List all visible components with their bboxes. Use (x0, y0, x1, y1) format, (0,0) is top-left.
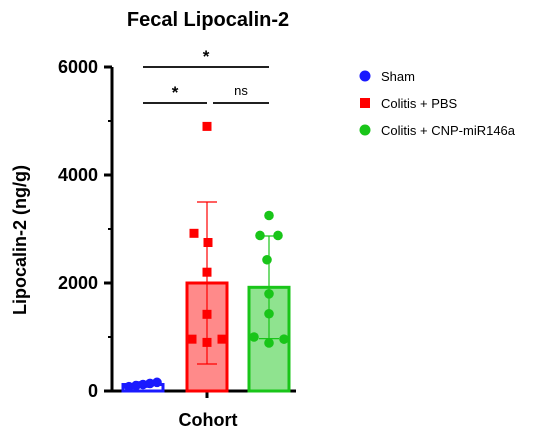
y-tick-label-3: 6000 (58, 57, 98, 77)
significance-label-2: * (203, 47, 210, 66)
data-point-2-7 (279, 334, 289, 344)
legend-label-2: Colitis + CNP-miR146a (381, 123, 516, 138)
data-point-2-4 (264, 289, 274, 299)
data-point-0-4 (152, 377, 162, 388)
data-point-1-1 (189, 228, 199, 238)
data-point-1-2 (203, 238, 213, 247)
legend: Sham Colitis + PBS Colitis + CNP-miR146a (359, 69, 516, 138)
data-point-1-4 (202, 309, 212, 319)
data-point-2-5 (264, 308, 274, 319)
y-tick-label-0: 0 (88, 381, 98, 401)
legend-marker-1 (360, 98, 370, 108)
y-tick-label-2: 4000 (58, 165, 98, 185)
data-point-1-6 (217, 334, 227, 344)
data-point-1-0 (202, 121, 212, 131)
data-point-1-3 (202, 267, 212, 277)
y-axis-label: Lipocalin-2 (ng/g) (10, 165, 30, 315)
legend-label-0: Sham (381, 69, 415, 84)
significance-label-1: ns (234, 83, 248, 98)
data-point-1-7 (202, 337, 212, 347)
y-tick-label-1: 2000 (58, 273, 98, 293)
data-point-2-6 (249, 332, 259, 342)
data-point-2-3 (262, 254, 272, 265)
significance-label-0: * (172, 83, 179, 102)
x-axis-label: Cohort (179, 410, 238, 430)
legend-label-1: Colitis + PBS (381, 96, 458, 111)
data-point-2-8 (264, 338, 274, 348)
chart-title: Fecal Lipocalin-2 (127, 9, 289, 31)
data-point-2-1 (255, 230, 265, 241)
legend-marker-2 (359, 124, 371, 136)
data-point-2-0 (264, 210, 274, 221)
legend-marker-0 (359, 70, 371, 82)
data-point-2-2 (273, 230, 283, 241)
plot-area: 0 2000 4000 6000 * ns * (58, 47, 296, 401)
data-point-1-5 (187, 334, 197, 344)
